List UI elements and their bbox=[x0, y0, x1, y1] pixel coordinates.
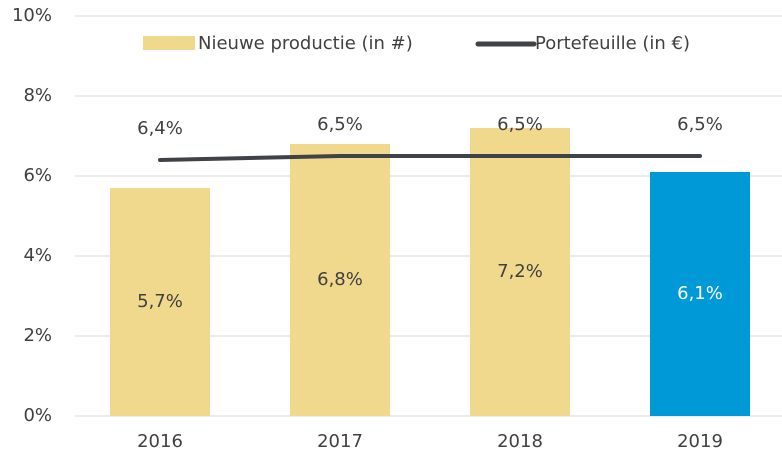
y-tick-label: 0% bbox=[23, 405, 52, 426]
bar bbox=[290, 144, 390, 416]
x-tick-label: 2016 bbox=[137, 431, 183, 452]
line-value-label: 6,5% bbox=[317, 114, 363, 135]
bar-value-label: 6,8% bbox=[317, 269, 363, 290]
x-tick-label: 2017 bbox=[317, 431, 363, 452]
bar bbox=[650, 172, 750, 416]
line-value-label: 6,5% bbox=[497, 114, 543, 135]
y-tick-label: 10% bbox=[12, 5, 52, 26]
line bbox=[158, 154, 702, 162]
y-tick-label: 4% bbox=[23, 245, 52, 266]
x-tick-label: 2019 bbox=[677, 431, 723, 452]
y-tick-label: 8% bbox=[23, 85, 52, 106]
bar bbox=[470, 128, 570, 416]
bar bbox=[110, 188, 210, 416]
bar-value-label: 7,2% bbox=[497, 261, 543, 282]
y-tick-label: 6% bbox=[23, 165, 52, 186]
line-value-label: 6,4% bbox=[137, 118, 183, 139]
bar-value-label: 6,1% bbox=[677, 283, 723, 304]
legend-label: Nieuwe productie (in #) bbox=[198, 33, 413, 54]
line-value-label: 6,5% bbox=[677, 114, 723, 135]
legend-swatch bbox=[143, 36, 195, 50]
y-tick-label: 2% bbox=[23, 325, 52, 346]
bar-value-label: 5,7% bbox=[137, 291, 183, 312]
x-tick-label: 2018 bbox=[497, 431, 543, 452]
legend-label: Portefeuille (in €) bbox=[535, 33, 690, 54]
